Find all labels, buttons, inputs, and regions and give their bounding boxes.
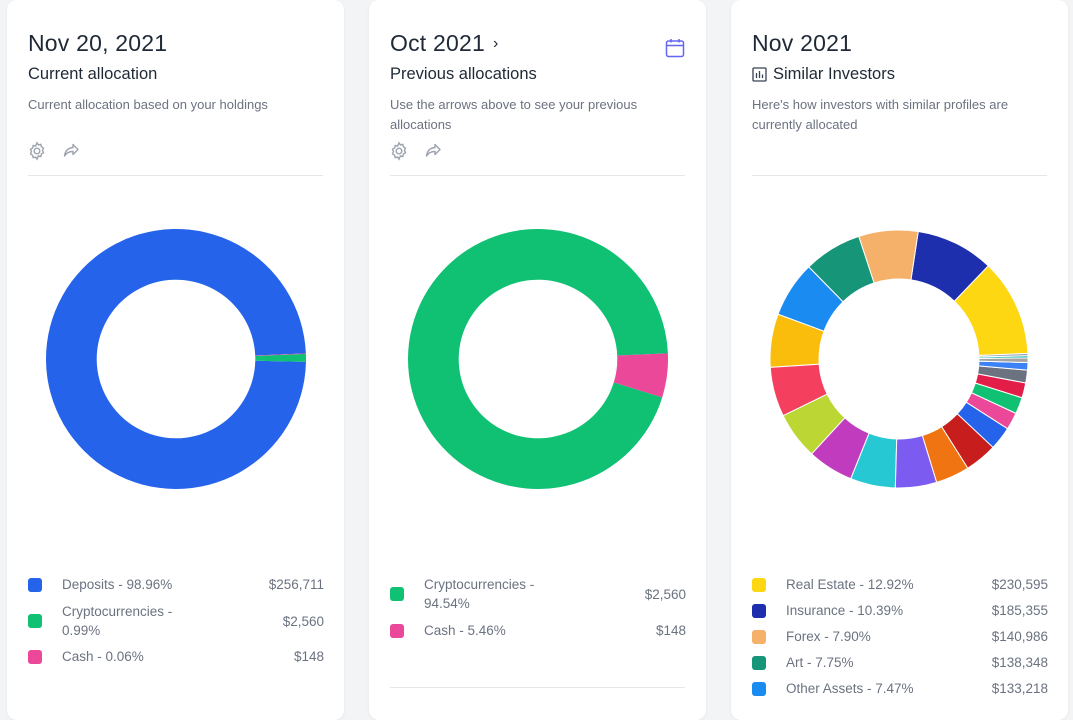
donut-slice-cash[interactable] xyxy=(255,353,306,356)
chevron-right-icon[interactable]: › xyxy=(492,34,499,52)
legend-swatch xyxy=(390,587,404,601)
allocation-donut-chart xyxy=(46,229,306,489)
share-icon[interactable] xyxy=(61,141,81,161)
legend-item: Forex - 7.90% $140,986 xyxy=(752,627,1048,646)
divider xyxy=(28,175,323,176)
legend-swatch xyxy=(390,623,404,638)
divider xyxy=(390,175,685,176)
card-description: Current allocation based on your holding… xyxy=(28,97,268,112)
legend-value: $148 xyxy=(293,649,324,664)
allocation-legend: Cryptocurrencies - 94.54% $2,560 Cash - … xyxy=(390,575,686,645)
card-date-nav[interactable]: Oct 2021 › xyxy=(390,30,498,57)
legend-value: $133,218 xyxy=(991,681,1048,696)
legend-item: Insurance - 10.39% $185,355 xyxy=(752,601,1048,620)
allocation-legend: Real Estate - 12.92% $230,595 Insurance … xyxy=(752,575,1048,700)
card-date: Oct 2021 xyxy=(390,30,485,56)
current-allocation-card: Nov 20, 2021 Current allocation Current … xyxy=(7,0,344,720)
card-description: Use the arrows above to see your previou… xyxy=(390,97,638,132)
legend-value: $185,355 xyxy=(991,603,1048,618)
legend-item: Cash - 5.46% $148 xyxy=(390,621,686,640)
allocation-donut-chart xyxy=(770,230,1028,488)
legend-label: Cash - 5.46% xyxy=(424,623,506,638)
allocation-legend: Deposits - 98.96% $256,711 Cryptocurrenc… xyxy=(28,575,324,670)
donut-slice-cryptocurrencies[interactable] xyxy=(255,353,306,362)
donut-slice-deposits[interactable] xyxy=(46,229,306,489)
legend-label: Cryptocurrencies - 94.54% xyxy=(424,577,535,611)
legend-value: $256,711 xyxy=(268,577,324,592)
legend-item: Cryptocurrencies - 94.54% $2,560 xyxy=(390,575,686,613)
gear-icon[interactable] xyxy=(27,141,47,161)
legend-swatch xyxy=(752,603,766,618)
legend-item: Real Estate - 12.92% $230,595 xyxy=(752,575,1048,594)
divider xyxy=(752,175,1047,176)
card-description: Here's how investors with similar profil… xyxy=(752,97,1009,132)
bar-chart-icon xyxy=(752,67,767,82)
allocation-donut-chart xyxy=(408,229,668,489)
legend-swatch xyxy=(28,577,42,592)
donut-slice[interactable] xyxy=(978,352,1028,358)
legend-swatch xyxy=(752,655,766,670)
legend-value: $230,595 xyxy=(991,577,1048,592)
legend-item: Other Assets - 7.47% $133,218 xyxy=(752,679,1048,698)
legend-swatch xyxy=(752,577,766,592)
legend-swatch xyxy=(28,649,42,664)
legend-item: Art - 7.75% $138,348 xyxy=(752,653,1048,672)
legend-value: $2,560 xyxy=(644,586,686,602)
similar-investors-card: Nov 2021 Similar Investors Here's how in… xyxy=(731,0,1068,720)
donut-slice-cash[interactable] xyxy=(613,353,668,398)
card-date: Nov 2021 xyxy=(752,30,853,56)
legend-value: $140,986 xyxy=(991,629,1048,644)
legend-item: Deposits - 98.96% $256,711 xyxy=(28,575,324,594)
calendar-icon[interactable] xyxy=(664,37,686,59)
donut-slice-cryptocurrencies[interactable] xyxy=(408,229,668,489)
legend-swatch xyxy=(28,614,42,628)
card-subtitle: Current allocation xyxy=(28,65,158,83)
legend-label: Forex - 7.90% xyxy=(786,629,871,644)
legend-value: $148 xyxy=(655,623,686,638)
card-subtitle: Similar Investors xyxy=(773,65,895,83)
legend-label: Cryptocurrencies - 0.99% xyxy=(62,604,173,638)
card-subtitle-row: Similar Investors xyxy=(752,65,895,84)
legend-label: Deposits - 98.96% xyxy=(62,577,173,592)
legend-label: Insurance - 10.39% xyxy=(786,603,904,618)
share-icon[interactable] xyxy=(423,141,443,161)
card-date: Nov 20, 2021 xyxy=(28,30,168,56)
legend-value: $138,348 xyxy=(991,655,1048,670)
legend-swatch xyxy=(752,681,766,696)
legend-swatch xyxy=(752,629,766,644)
legend-label: Real Estate - 12.92% xyxy=(786,577,914,592)
legend-label: Other Assets - 7.47% xyxy=(786,681,914,696)
legend-value: $2,560 xyxy=(282,613,324,629)
legend-label: Cash - 0.06% xyxy=(62,649,144,664)
gear-icon[interactable] xyxy=(389,141,409,161)
legend-label: Art - 7.75% xyxy=(786,655,854,670)
legend-item: Cash - 0.06% $148 xyxy=(28,647,324,666)
legend-item: Cryptocurrencies - 0.99% $2,560 xyxy=(28,602,324,640)
previous-allocations-card: Oct 2021 › Previous allocations Use the … xyxy=(369,0,706,720)
divider xyxy=(390,687,685,688)
card-subtitle: Previous allocations xyxy=(390,65,537,83)
